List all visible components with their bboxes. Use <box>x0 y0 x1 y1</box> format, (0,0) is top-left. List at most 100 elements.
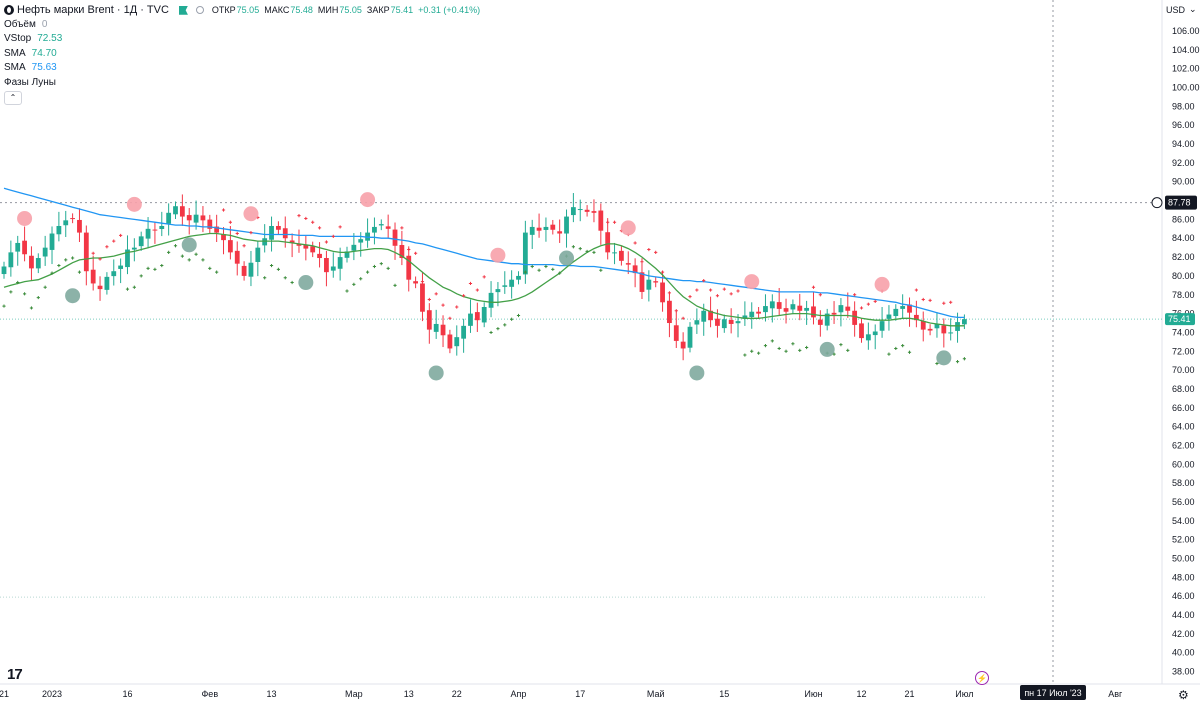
candle-body[interactable] <box>763 306 768 313</box>
full-moon-marker[interactable] <box>874 276 890 292</box>
candle-body[interactable] <box>97 285 103 290</box>
new-moon-marker[interactable] <box>936 350 952 366</box>
candle-body[interactable] <box>214 226 220 233</box>
indicator-moon-phases[interactable]: Фазы Луны <box>4 76 485 91</box>
indicator-volume[interactable]: Объём 0 <box>4 18 485 33</box>
candle-body[interactable] <box>913 314 919 321</box>
full-moon-marker[interactable] <box>360 192 376 208</box>
candle-body[interactable] <box>522 232 528 275</box>
candle-body[interactable] <box>749 311 755 317</box>
candle-body[interactable] <box>632 265 638 274</box>
candle-body[interactable] <box>35 258 41 269</box>
candle-body[interactable] <box>111 271 117 277</box>
candle-body[interactable] <box>70 218 75 220</box>
candle-body[interactable] <box>797 305 803 311</box>
candle-body[interactable] <box>413 281 418 284</box>
candle-body[interactable] <box>598 210 604 231</box>
candle-body[interactable] <box>708 310 713 321</box>
collapse-legend-button[interactable]: ⌃ <box>4 91 22 105</box>
add-alert-icon[interactable] <box>1151 197 1163 209</box>
candle-body[interactable] <box>255 247 261 262</box>
candle-body[interactable] <box>447 334 453 349</box>
candle-body[interactable] <box>200 215 206 221</box>
candle-body[interactable] <box>550 224 556 230</box>
candle-body[interactable] <box>495 289 501 293</box>
candle-body[interactable] <box>310 246 316 253</box>
candle-body[interactable] <box>872 331 878 336</box>
candle-body[interactable] <box>372 226 377 233</box>
candle-body[interactable] <box>639 272 645 292</box>
candle-body[interactable] <box>29 255 34 269</box>
indicator-sma-slow[interactable]: SMA 75.63 <box>4 61 485 76</box>
candle-body[interactable] <box>49 233 55 250</box>
candle-body[interactable] <box>152 229 158 231</box>
candle-body[interactable] <box>56 225 62 235</box>
sma-slow-line[interactable] <box>3 187 965 319</box>
candle-body[interactable] <box>166 212 172 224</box>
candle-body[interactable] <box>570 207 576 216</box>
candle-body[interactable] <box>145 228 151 239</box>
indicator-vstop[interactable]: VStop 72.53 <box>4 32 485 47</box>
candle-body[interactable] <box>461 325 467 339</box>
candle-body[interactable] <box>77 219 82 233</box>
candle-body[interactable] <box>660 282 665 303</box>
candle-body[interactable] <box>358 239 364 243</box>
currency-selector[interactable]: USD ⌄ <box>1166 4 1197 15</box>
tradingview-logo-icon[interactable]: 17 <box>7 666 23 683</box>
full-moon-marker[interactable] <box>126 196 142 212</box>
candle-body[interactable] <box>824 313 830 326</box>
candle-body[interactable] <box>776 302 782 309</box>
candle-body[interactable] <box>955 322 960 331</box>
candle-body[interactable] <box>584 209 590 212</box>
candle-body[interactable] <box>687 326 693 348</box>
candle-body[interactable] <box>317 253 322 259</box>
candle-body[interactable] <box>701 310 707 322</box>
candle-body[interactable] <box>591 211 597 213</box>
candle-body[interactable] <box>817 319 823 325</box>
candle-body[interactable] <box>262 238 268 246</box>
candle-body[interactable] <box>577 209 583 211</box>
candle-body[interactable] <box>859 323 864 339</box>
candle-body[interactable] <box>248 262 254 277</box>
candle-body[interactable] <box>296 243 302 246</box>
candle-body[interactable] <box>337 257 343 269</box>
full-moon-marker[interactable] <box>620 220 636 236</box>
candle-body[interactable] <box>468 313 473 326</box>
candle-body[interactable] <box>1 266 7 275</box>
candle-body[interactable] <box>865 334 871 341</box>
candle-body[interactable] <box>406 255 412 280</box>
candle-body[interactable] <box>673 325 679 341</box>
full-moon-marker[interactable] <box>490 247 506 263</box>
candle-body[interactable] <box>420 283 425 312</box>
candle-body[interactable] <box>831 312 837 315</box>
candle-body[interactable] <box>392 229 398 246</box>
candle-body[interactable] <box>694 320 700 325</box>
candle-body[interactable] <box>159 225 165 230</box>
symbol-title[interactable]: Нефть марки Brent · 1Д · TVC <box>17 4 169 16</box>
full-moon-marker[interactable] <box>17 210 33 226</box>
candle-body[interactable] <box>276 225 281 230</box>
candle-body[interactable] <box>207 219 213 229</box>
candle-body[interactable] <box>179 206 185 217</box>
candle-body[interactable] <box>365 232 370 241</box>
candle-body[interactable] <box>399 245 405 259</box>
candle-body[interactable] <box>948 332 954 334</box>
candle-body[interactable] <box>241 265 247 276</box>
candle-body[interactable] <box>104 276 110 290</box>
candle-body[interactable] <box>324 258 329 273</box>
sma-fast-line[interactable] <box>3 232 965 327</box>
candle-body[interactable] <box>303 245 309 249</box>
candle-body[interactable] <box>454 337 460 347</box>
full-moon-marker[interactable] <box>243 206 259 222</box>
candle-body[interactable] <box>605 232 611 253</box>
candle-body[interactable] <box>941 325 947 334</box>
candle-body[interactable] <box>221 234 226 241</box>
new-moon-marker[interactable] <box>65 288 81 304</box>
new-moon-marker[interactable] <box>181 237 197 253</box>
candle-body[interactable] <box>426 310 432 330</box>
candle-body[interactable] <box>667 300 672 324</box>
candle-body[interactable] <box>721 319 727 329</box>
new-moon-marker[interactable] <box>689 365 705 381</box>
candle-body[interactable] <box>351 244 357 251</box>
